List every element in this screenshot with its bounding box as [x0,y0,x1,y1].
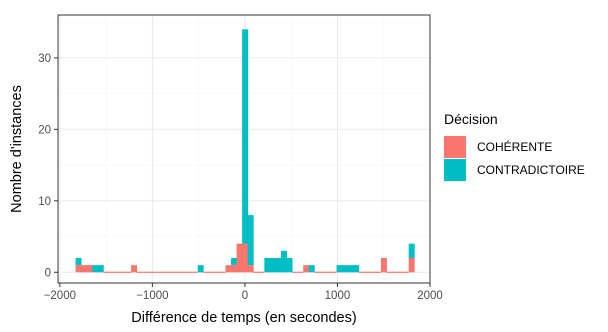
y-tick-label: 0 [45,267,51,279]
bar-contradictoire [197,265,204,273]
legend-key-contradictoire [444,159,466,181]
bar-contradictoire [75,257,82,266]
y-tick-label: 10 [38,196,51,208]
bar-coherente [225,265,232,273]
x-tick-label: 0 [242,290,248,302]
bar-contradictoire [342,265,349,273]
bar-contradictoire [286,257,293,273]
panel-border [57,14,431,284]
bar-contradictoire [281,250,287,273]
bar-contradictoire [92,265,99,273]
legend-key-coherente [444,136,466,158]
bar-coherente [86,265,93,273]
x-tick-label: −1000 [136,290,168,302]
bar-contradictoire [264,257,271,273]
bar-contradictoire [347,265,354,273]
bar-contradictoire [269,257,276,273]
legend-label-coherente: COHÉRENTE [477,139,552,154]
bar-coherente [380,257,387,273]
y-axis-ticks: 0 10 20 30 [38,53,58,279]
bar-contradictoire [247,215,254,266]
bar-contradictoire [308,265,315,273]
bar-contradictoire [97,265,104,273]
bar-coherente [231,265,237,273]
bar-coherente [236,243,243,273]
x-tick-label: −2000 [44,290,76,302]
bar-coherente [303,265,310,273]
bar-contradictoire [275,257,282,273]
x-tick-label: 2000 [417,290,443,302]
bar-coherente [131,265,138,273]
y-axis-title: Nombre d'instances [9,85,25,213]
legend-label-contradictoire: CONTRADICTOIRE [477,163,585,177]
bar-coherente [408,257,415,273]
bar-coherente [247,265,254,273]
bar-coherente [81,265,88,273]
legend-title: Décision [444,111,498,127]
histogram-bars [75,29,415,273]
bar-contradictoire [353,265,360,273]
y-tick-label: 20 [38,124,51,136]
bar-contradictoire [408,243,415,258]
bar-contradictoire [336,265,343,273]
bar-coherente [75,265,82,273]
x-axis-title: Différence de temps (en secondes) [131,310,356,326]
y-tick-label: 30 [38,53,51,65]
bar-contradictoire [231,257,237,266]
bar-coherente [242,243,249,273]
x-axis-ticks: −2000 −1000 0 1000 2000 [44,283,443,302]
legend: Décision COHÉRENTE CONTRADICTOIRE [444,111,585,181]
x-tick-label: 1000 [325,290,351,302]
bar-contradictoire [242,29,249,244]
